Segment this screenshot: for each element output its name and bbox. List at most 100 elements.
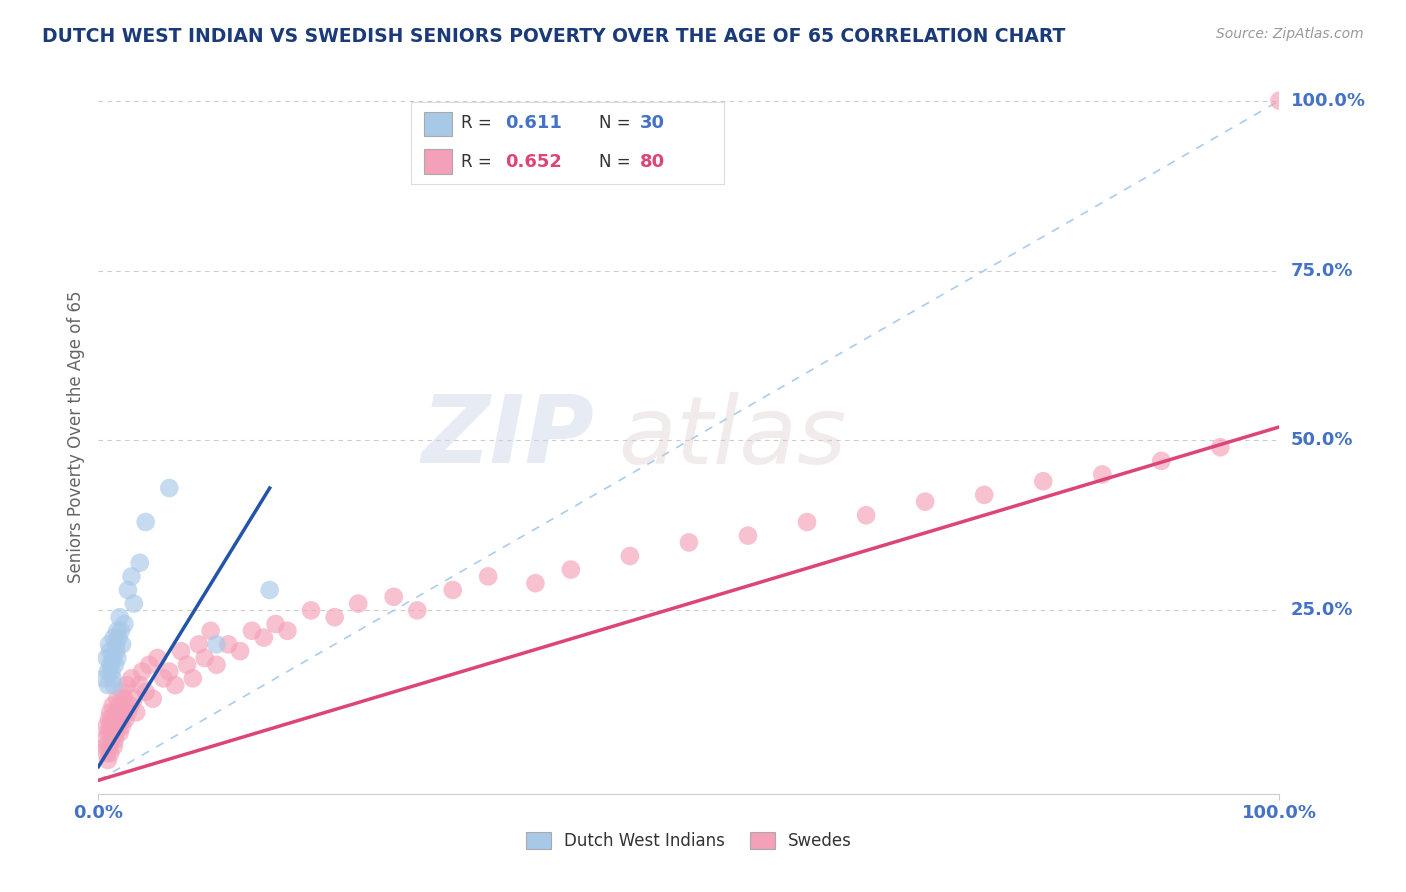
Point: [105, 624, 128, 638]
Point: [111, 719, 134, 733]
Point: [112, 617, 135, 632]
Point: [157, 665, 180, 679]
Point: [128, 556, 150, 570]
Point: [103, 678, 125, 692]
Point: [105, 719, 128, 733]
Point: [110, 712, 132, 726]
Point: [264, 617, 287, 632]
Point: [103, 739, 125, 754]
Point: [122, 597, 145, 611]
Point: [100, 732, 122, 747]
Point: [101, 651, 124, 665]
Point: [165, 678, 187, 692]
Point: [104, 712, 127, 726]
Point: [98, 644, 121, 658]
Point: [125, 706, 148, 720]
Point: [117, 706, 139, 720]
Point: [120, 698, 142, 713]
Point: [96, 719, 118, 733]
Point: [1268, 94, 1291, 108]
Point: [108, 698, 131, 713]
Point: [138, 657, 160, 672]
Text: ZIP: ZIP: [422, 391, 595, 483]
Point: [98, 712, 121, 726]
Point: [104, 732, 127, 747]
Point: [1209, 440, 1232, 454]
Point: [107, 631, 129, 645]
Point: [299, 603, 322, 617]
Point: [181, 671, 204, 685]
Point: [108, 725, 131, 739]
Point: [105, 644, 128, 658]
Point: [97, 665, 120, 679]
Point: [121, 569, 143, 583]
Point: [135, 515, 157, 529]
Point: [135, 685, 157, 699]
Point: [101, 698, 124, 713]
Point: [108, 610, 131, 624]
Point: [131, 665, 153, 679]
Point: [176, 657, 198, 672]
Point: [100, 712, 122, 726]
Point: [619, 549, 641, 563]
Point: [105, 725, 128, 739]
Point: [128, 678, 150, 692]
Point: [121, 671, 143, 685]
Point: [382, 590, 405, 604]
Text: Source: ZipAtlas.com: Source: ZipAtlas.com: [1216, 27, 1364, 41]
Point: [855, 508, 877, 523]
Point: [796, 515, 818, 529]
Point: [93, 671, 115, 685]
Point: [914, 494, 936, 508]
Point: [973, 488, 995, 502]
Point: [96, 651, 118, 665]
Point: [146, 651, 169, 665]
Point: [205, 657, 228, 672]
Point: [560, 563, 582, 577]
Point: [112, 691, 135, 706]
Point: [115, 678, 138, 692]
Point: [101, 671, 124, 685]
Point: [323, 610, 346, 624]
Point: [98, 719, 121, 733]
Point: [240, 624, 263, 638]
Point: [111, 685, 134, 699]
Point: [98, 637, 121, 651]
Text: DUTCH WEST INDIAN VS SWEDISH SENIORS POVERTY OVER THE AGE OF 65 CORRELATION CHAR: DUTCH WEST INDIAN VS SWEDISH SENIORS POV…: [42, 27, 1066, 45]
Point: [94, 739, 117, 754]
Legend: Dutch West Indians, Swedes: Dutch West Indians, Swedes: [519, 825, 859, 857]
Point: [122, 691, 145, 706]
Text: 100.0%: 100.0%: [1291, 92, 1365, 110]
Point: [103, 719, 125, 733]
Point: [441, 582, 464, 597]
Point: [406, 603, 429, 617]
Point: [524, 576, 547, 591]
Point: [98, 657, 121, 672]
Point: [152, 671, 174, 685]
Point: [98, 739, 121, 754]
Point: [477, 569, 499, 583]
Point: [217, 637, 239, 651]
Point: [105, 691, 128, 706]
Point: [97, 678, 120, 692]
Text: 50.0%: 50.0%: [1291, 432, 1353, 450]
Point: [96, 746, 118, 760]
Point: [253, 631, 276, 645]
Point: [98, 746, 121, 760]
Point: [678, 535, 700, 549]
Point: [105, 706, 128, 720]
Point: [105, 637, 128, 651]
Point: [97, 725, 120, 739]
Point: [104, 657, 127, 672]
Point: [1032, 475, 1054, 489]
Point: [194, 651, 217, 665]
Point: [276, 624, 298, 638]
Point: [200, 624, 222, 638]
Point: [111, 637, 134, 651]
Text: 25.0%: 25.0%: [1291, 601, 1353, 619]
Text: 75.0%: 75.0%: [1291, 261, 1353, 279]
Point: [157, 481, 180, 495]
Point: [347, 597, 370, 611]
Point: [259, 582, 281, 597]
Point: [97, 753, 120, 767]
